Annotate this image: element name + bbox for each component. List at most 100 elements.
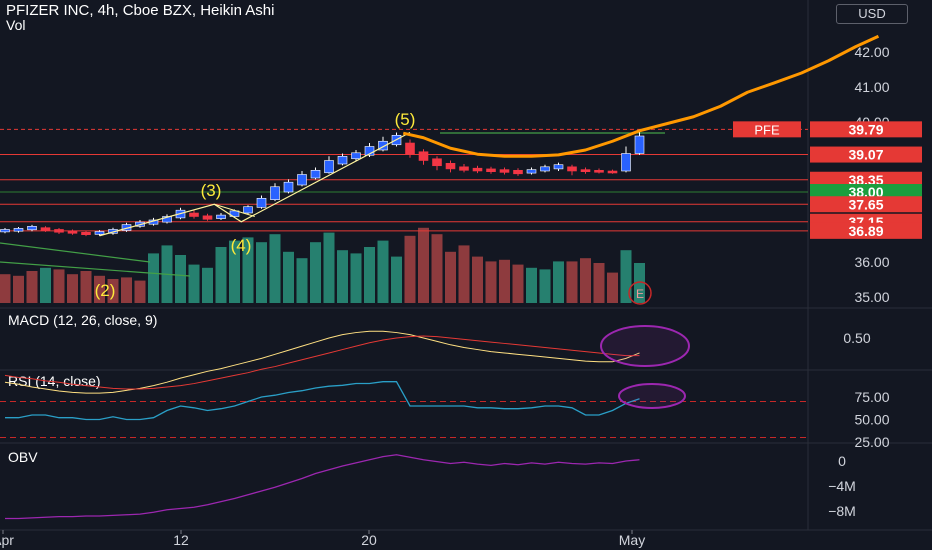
candle-body	[54, 229, 64, 233]
volume-bar	[539, 269, 551, 303]
price-level-label-bg	[810, 171, 922, 188]
rsi-axis-tick: 25.00	[854, 434, 889, 450]
volume-bar	[485, 261, 497, 303]
volume-bar	[458, 245, 470, 303]
symbol-tag: PFE	[754, 122, 780, 137]
rsi-highlight-ellipse	[618, 383, 686, 409]
volume-bar	[80, 271, 92, 303]
macd-axis-tick: 0.50	[843, 330, 870, 346]
earnings-marker-label: E	[636, 287, 644, 301]
candle-body	[513, 170, 523, 175]
time-axis-tick: 12	[173, 532, 189, 548]
price-level-label: 38.35	[848, 172, 883, 188]
candle-body	[432, 158, 442, 167]
candle-body	[94, 231, 105, 235]
time-axis-tick: Apr	[0, 532, 14, 548]
macd-highlight-ellipse	[600, 325, 690, 367]
volume-bar	[391, 256, 402, 303]
price-level-label-bg	[810, 121, 922, 138]
volume-series	[0, 227, 645, 303]
price-axis-tick: 42.00	[854, 44, 889, 60]
candle-body	[594, 170, 604, 173]
price-axis-tick: 35.00	[854, 289, 889, 305]
volume-bar	[202, 267, 213, 303]
projection-curve	[402, 34, 880, 158]
candle-body	[189, 212, 199, 217]
candle-body	[162, 216, 172, 223]
volume-bar	[499, 259, 510, 303]
obv-axis-tick: 0	[838, 453, 846, 469]
volume-bar	[593, 263, 605, 303]
volume-bar	[364, 247, 375, 303]
candle-body	[445, 163, 456, 170]
volume-bar	[26, 271, 38, 303]
volume-bar	[620, 250, 632, 303]
volume-bar	[418, 227, 429, 303]
rsi-axis-tick: 50.00	[854, 412, 889, 428]
price-level-label: 39.07	[848, 147, 883, 163]
volume-bar	[512, 264, 524, 303]
candle-body	[297, 174, 307, 186]
volume-bar	[404, 235, 416, 303]
candle-body	[40, 227, 51, 231]
candle-body	[526, 169, 537, 174]
candle-body	[202, 215, 213, 220]
volume-bar	[607, 272, 618, 303]
volume-bar	[53, 269, 65, 303]
chart-title: PFIZER INC, 4h, Cboe BZX, Heikin Ashi	[6, 2, 275, 19]
candle-body	[229, 210, 240, 217]
candle-body	[216, 214, 226, 219]
volume-bar	[553, 261, 564, 303]
candle-body	[270, 186, 280, 200]
elliott-wave-line	[99, 131, 411, 237]
price-level-label: 39.79	[848, 121, 883, 137]
volume-bar	[40, 267, 51, 303]
candle-body	[459, 166, 469, 171]
volume-bar	[215, 247, 227, 303]
candle-body	[243, 206, 253, 214]
candle-body	[324, 160, 334, 174]
candle-body	[337, 156, 348, 165]
wave-label: (2)	[95, 281, 116, 300]
volume-bar	[337, 250, 348, 303]
volume-bar	[13, 275, 24, 303]
macd-pane-label: MACD (12, 26, close, 9)	[8, 312, 158, 328]
volume-bar	[134, 280, 146, 303]
candle-body	[351, 152, 361, 160]
volume-bar	[148, 253, 159, 303]
wave-label: (5)	[395, 110, 416, 129]
candle-body	[540, 166, 550, 172]
candle-body	[634, 135, 645, 154]
candle-body	[256, 198, 267, 208]
price-level-label-bg	[810, 222, 922, 239]
time-axis-tick: May	[619, 532, 645, 548]
candle-body	[0, 229, 10, 233]
candle-series	[0, 129, 645, 237]
time-axis-tick: 20	[361, 532, 377, 548]
obv-series-line	[5, 454, 640, 520]
candle-body	[13, 228, 24, 232]
price-level-label-bg	[810, 184, 922, 200]
candle-body	[81, 231, 91, 236]
candle-body	[486, 168, 496, 172]
currency-button[interactable]: USD	[836, 4, 908, 24]
obv-axis-tick: −4M	[828, 478, 856, 494]
candle-body	[378, 140, 388, 151]
candle-body	[67, 230, 78, 234]
volume-bar	[377, 240, 389, 303]
price-axis-tick: 36.00	[854, 254, 889, 270]
obv-axis-tick: −8M	[828, 503, 856, 519]
candle-body	[310, 170, 321, 179]
volume-label: Vol	[6, 17, 26, 33]
volume-bar	[0, 274, 11, 303]
volume-bar	[350, 253, 362, 303]
volume-bar	[175, 255, 186, 303]
volume-bar	[566, 261, 578, 303]
volume-bar	[296, 258, 308, 303]
volume-bar	[323, 232, 335, 303]
volume-bar	[310, 242, 321, 303]
price-level-label-bg	[810, 196, 922, 213]
trend-channel-upper	[0, 242, 151, 263]
candle-body	[607, 170, 618, 174]
